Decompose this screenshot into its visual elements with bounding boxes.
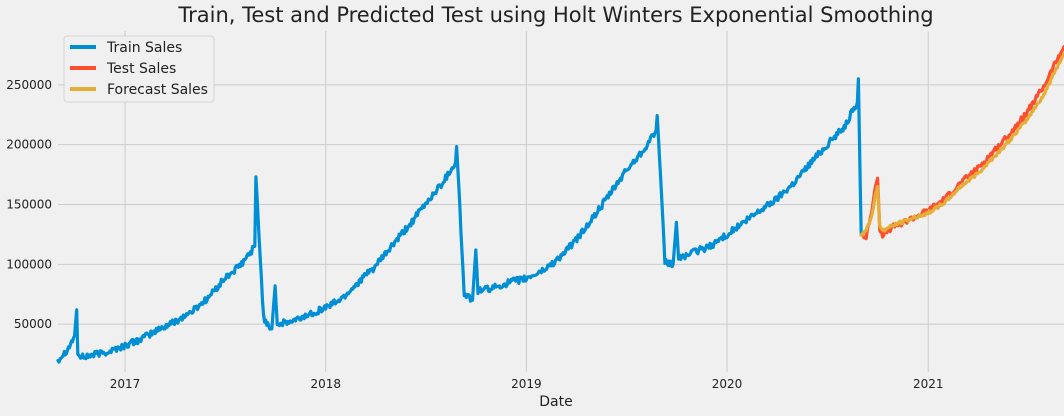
legend-label-2: Test Sales — [106, 61, 176, 77]
x-axis-label: Date — [539, 394, 572, 410]
x-tick-label: 2017 — [110, 377, 141, 391]
series-line-3 — [859, 52, 1064, 237]
chart-title: Train, Test and Predicted Test using Hol… — [177, 3, 933, 27]
y-axis-ticks: 50000 100000 150000 200000 250000 — [6, 78, 52, 331]
grid-lines — [58, 31, 1064, 372]
series-line-1 — [56, 77, 863, 364]
plot-area — [58, 31, 1064, 372]
y-tick-label: 150000 — [6, 197, 52, 211]
legend-box — [63, 35, 215, 103]
x-tick-label: 2019 — [511, 377, 542, 391]
x-tick-label: 2021 — [913, 377, 944, 391]
y-tick-label: 100000 — [6, 257, 52, 271]
legend-label-3: Forecast Sales — [107, 82, 208, 98]
legend-label-1: Train Sales — [106, 40, 182, 56]
y-tick-label: 200000 — [6, 138, 52, 152]
legend: Train Sales Test Sales Forecast Sales — [63, 35, 215, 103]
y-tick-label: 50000 — [14, 317, 52, 331]
y-tick-label: 250000 — [6, 78, 52, 92]
series-layer — [56, 45, 1064, 364]
x-tick-label: 2020 — [712, 377, 743, 391]
x-axis-ticks: 2017 2018 2019 2020 2021 — [110, 377, 944, 391]
x-tick-label: 2018 — [310, 377, 341, 391]
